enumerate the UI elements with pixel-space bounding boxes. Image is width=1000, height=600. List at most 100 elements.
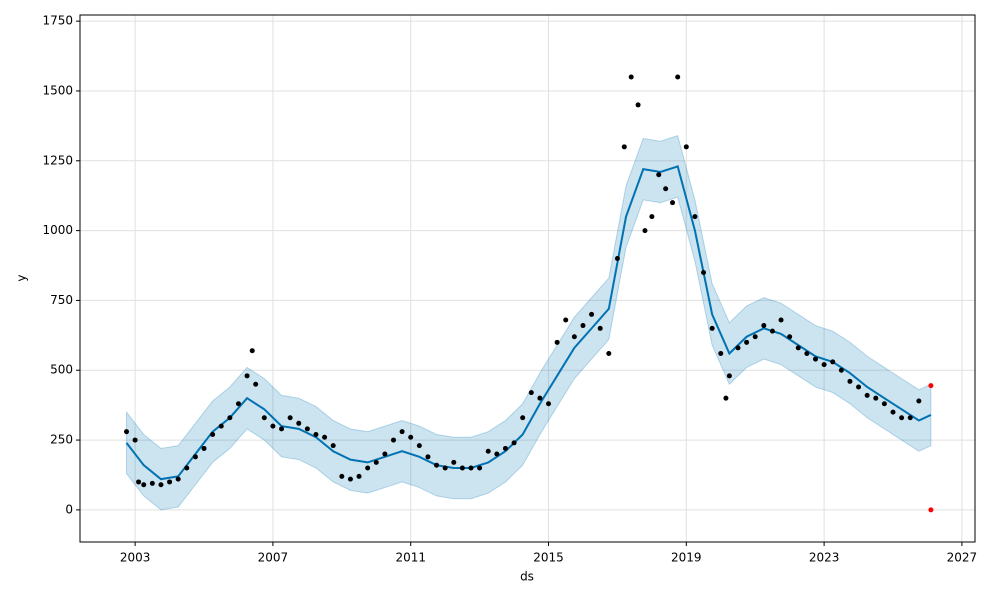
data-point xyxy=(838,367,844,373)
data-point xyxy=(167,479,173,485)
data-point xyxy=(642,228,648,234)
data-point xyxy=(296,420,302,426)
data-point xyxy=(554,339,560,345)
uncertainty-band xyxy=(126,135,932,511)
data-point xyxy=(821,362,827,368)
data-point xyxy=(304,426,310,432)
data-point xyxy=(735,345,741,351)
y-tick-label: 1500 xyxy=(42,83,73,97)
data-point xyxy=(621,144,627,150)
data-point xyxy=(718,350,724,356)
y-tick-label: 500 xyxy=(50,363,73,377)
data-point xyxy=(675,74,681,80)
data-point xyxy=(649,214,655,220)
data-point xyxy=(511,440,517,446)
data-point xyxy=(899,415,905,421)
data-point xyxy=(778,317,784,323)
data-point xyxy=(339,473,345,479)
data-point xyxy=(528,390,534,396)
data-point xyxy=(313,431,319,437)
data-point xyxy=(787,334,793,340)
data-point xyxy=(709,325,715,331)
data-point xyxy=(494,451,500,457)
data-point xyxy=(580,323,586,329)
data-point xyxy=(916,398,922,404)
data-point xyxy=(408,434,414,440)
data-point xyxy=(635,102,641,108)
data-point xyxy=(614,256,620,262)
y-tick-label: 1250 xyxy=(42,153,73,167)
y-tick-label: 250 xyxy=(50,433,73,447)
data-point xyxy=(141,482,147,488)
data-point xyxy=(701,269,707,275)
data-point xyxy=(928,507,934,513)
data-point xyxy=(692,214,698,220)
data-point xyxy=(390,437,396,443)
data-point xyxy=(744,339,750,345)
plot-frame xyxy=(79,14,976,543)
x-tick-label: 2007 xyxy=(258,551,289,565)
data-point xyxy=(864,392,870,398)
data-point xyxy=(382,451,388,457)
data-point xyxy=(261,415,267,421)
data-point xyxy=(890,409,896,415)
data-point xyxy=(769,328,775,334)
data-point xyxy=(752,334,758,340)
data-point xyxy=(451,459,457,465)
data-point xyxy=(399,429,405,435)
data-point xyxy=(856,384,862,390)
data-point xyxy=(425,454,431,460)
data-point xyxy=(485,448,491,454)
data-point xyxy=(136,479,142,485)
data-point xyxy=(571,334,577,340)
data-point xyxy=(253,381,259,387)
y-tick-label: 1750 xyxy=(42,14,73,28)
data-point xyxy=(149,480,155,486)
data-point xyxy=(459,465,465,471)
data-point xyxy=(330,443,336,449)
data-point xyxy=(373,459,379,465)
data-point xyxy=(589,311,595,317)
data-point xyxy=(210,431,216,437)
data-point xyxy=(270,423,276,429)
x-tick-label: 2023 xyxy=(809,551,840,565)
data-point xyxy=(124,429,130,435)
data-point xyxy=(442,465,448,471)
data-point xyxy=(416,443,422,449)
data-point xyxy=(356,473,362,479)
data-point xyxy=(192,454,198,460)
data-point xyxy=(365,465,371,471)
x-tick-label: 2019 xyxy=(671,551,702,565)
data-point xyxy=(795,345,801,351)
forecast-line xyxy=(125,165,932,481)
data-point xyxy=(244,373,250,379)
data-point xyxy=(279,426,285,432)
data-point xyxy=(235,401,241,407)
x-tick-label: 2015 xyxy=(533,551,564,565)
data-point xyxy=(804,350,810,356)
x-axis-label: ds xyxy=(520,570,534,584)
data-point xyxy=(663,186,669,192)
data-point xyxy=(656,172,662,178)
data-point xyxy=(249,348,255,354)
data-point xyxy=(132,437,138,443)
data-point xyxy=(812,356,818,362)
data-point xyxy=(287,415,293,421)
data-point xyxy=(597,325,603,331)
data-point xyxy=(683,144,689,150)
y-tick-label: 0 xyxy=(65,502,73,516)
data-point xyxy=(847,378,853,384)
data-point xyxy=(218,423,224,429)
data-point xyxy=(546,401,552,407)
x-tick-label: 2027 xyxy=(947,551,978,565)
x-tick-label: 2003 xyxy=(120,551,151,565)
data-point xyxy=(322,434,328,440)
data-point xyxy=(347,476,353,482)
y-tick-label: 1000 xyxy=(42,223,73,237)
data-point xyxy=(175,476,181,482)
data-point xyxy=(227,415,233,421)
data-point xyxy=(184,465,190,471)
x-tick-label: 2011 xyxy=(395,551,426,565)
data-point xyxy=(158,482,164,488)
